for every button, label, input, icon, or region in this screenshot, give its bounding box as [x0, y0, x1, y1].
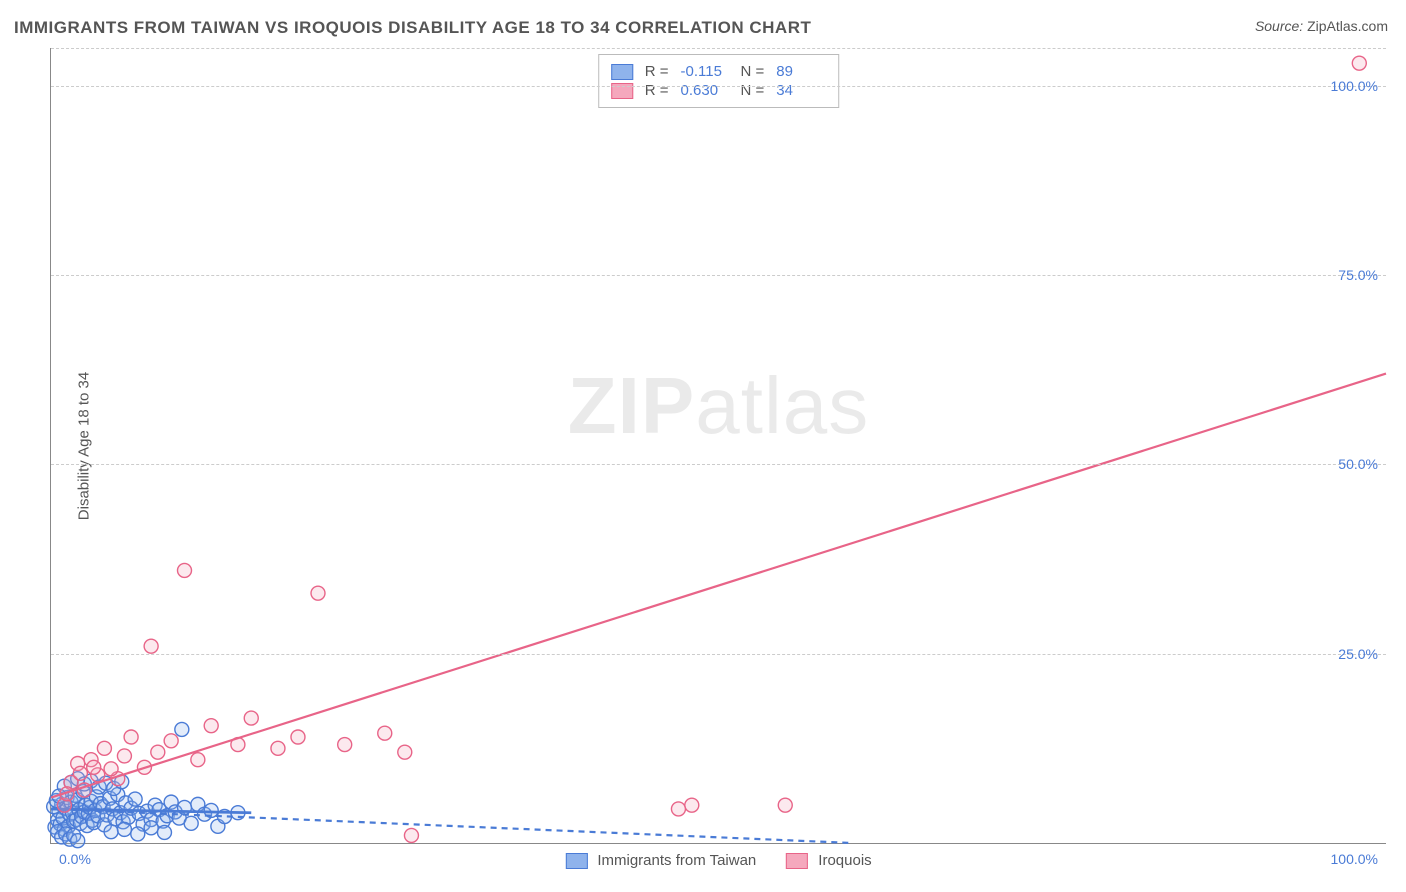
y-tick-label: 50.0%	[1338, 456, 1378, 472]
scatter-point	[685, 798, 699, 812]
scatter-point	[157, 825, 171, 839]
r-label-2: R =	[645, 82, 669, 99]
swatch-taiwan	[611, 64, 633, 80]
source-label: Source:	[1255, 18, 1307, 34]
scatter-point	[71, 834, 85, 848]
series-legend: Immigrants from Taiwan Iroquois	[565, 852, 871, 869]
scatter-point	[104, 762, 118, 776]
plot-area: ZIPatlas R = -0.115 N = 89 R = 0.630 N =…	[50, 48, 1386, 844]
correlation-row-1: R = -0.115 N = 89	[611, 63, 827, 80]
scatter-point	[378, 726, 392, 740]
scatter-point	[204, 719, 218, 733]
scatter-point	[1352, 56, 1366, 70]
scatter-point	[244, 711, 258, 725]
scatter-point	[73, 766, 87, 780]
scatter-point	[778, 798, 792, 812]
gridline	[51, 275, 1386, 276]
r-value-2: 0.630	[681, 82, 731, 99]
n-label-1: N =	[741, 63, 765, 80]
scatter-point	[124, 730, 138, 744]
legend-swatch-iroquois	[786, 853, 808, 869]
scatter-point	[164, 734, 178, 748]
legend-swatch-taiwan	[565, 853, 587, 869]
scatter-point	[117, 822, 131, 836]
scatter-point	[184, 816, 198, 830]
scatter-point	[398, 745, 412, 759]
y-tick-label: 75.0%	[1338, 267, 1378, 283]
gridline	[51, 654, 1386, 655]
scatter-point	[311, 586, 325, 600]
plot-svg	[51, 48, 1386, 843]
gridline	[51, 48, 1386, 49]
scatter-point	[151, 745, 165, 759]
n-value-2: 34	[776, 82, 826, 99]
scatter-point	[671, 802, 685, 816]
y-tick-label: 100.0%	[1331, 78, 1378, 94]
correlation-row-2: R = 0.630 N = 34	[611, 82, 827, 99]
gridline	[51, 86, 1386, 87]
legend-label-iroquois: Iroquois	[818, 852, 871, 869]
scatter-point	[404, 828, 418, 842]
scatter-point	[117, 749, 131, 763]
scatter-point	[144, 821, 158, 835]
legend-label-taiwan: Immigrants from Taiwan	[597, 852, 756, 869]
scatter-point	[87, 760, 101, 774]
x-tick-label: 100.0%	[1331, 851, 1378, 867]
scatter-point	[144, 639, 158, 653]
source-credit: Source: ZipAtlas.com	[1255, 18, 1388, 34]
correlation-legend: R = -0.115 N = 89 R = 0.630 N = 34	[598, 54, 840, 108]
scatter-point	[104, 825, 118, 839]
scatter-point	[178, 563, 192, 577]
legend-item-iroquois: Iroquois	[786, 852, 871, 869]
y-tick-label: 25.0%	[1338, 646, 1378, 662]
n-label-2: N =	[741, 82, 765, 99]
scatter-point	[338, 738, 352, 752]
scatter-point	[271, 741, 285, 755]
r-label-1: R =	[645, 63, 669, 80]
trend-line	[51, 374, 1386, 798]
gridline	[51, 464, 1386, 465]
scatter-point	[97, 741, 111, 755]
scatter-point	[191, 753, 205, 767]
x-tick-label: 0.0%	[59, 851, 91, 867]
legend-item-taiwan: Immigrants from Taiwan	[565, 852, 756, 869]
scatter-point	[175, 722, 189, 736]
scatter-point	[128, 792, 142, 806]
r-value-1: -0.115	[681, 63, 731, 80]
source-value: ZipAtlas.com	[1307, 18, 1388, 34]
n-value-1: 89	[776, 63, 826, 80]
chart-container: IMMIGRANTS FROM TAIWAN VS IROQUOIS DISAB…	[0, 0, 1406, 892]
scatter-point	[131, 827, 145, 841]
chart-title: IMMIGRANTS FROM TAIWAN VS IROQUOIS DISAB…	[14, 18, 811, 38]
scatter-point	[291, 730, 305, 744]
